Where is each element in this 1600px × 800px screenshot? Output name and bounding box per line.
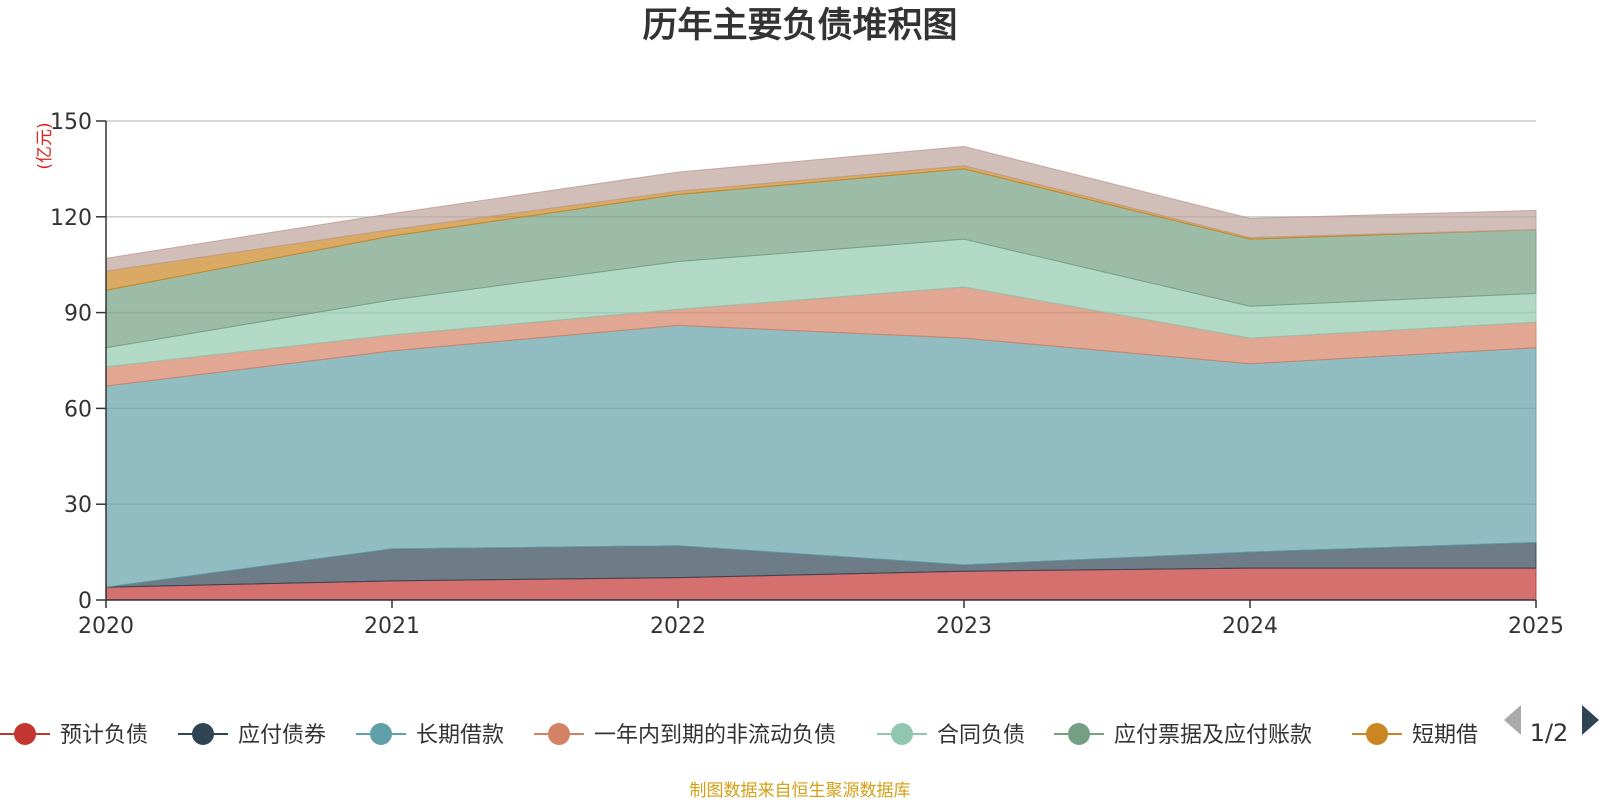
legend-item-label: 合同负债 — [937, 723, 1025, 748]
legend-item[interactable]: 应付债券 — [178, 723, 326, 748]
legend-item-marker — [1068, 723, 1090, 745]
legend-item-marker — [370, 723, 392, 745]
y-tick-label: 30 — [64, 493, 92, 518]
area-series — [105, 146, 1537, 272]
legend-page-indicator: 1/2 — [1530, 719, 1569, 747]
area-series — [105, 324, 1537, 588]
chart-title: 历年主要负债堆积图 — [642, 6, 957, 46]
legend-item-label: 预计负债 — [60, 723, 148, 748]
x-tick-label: 2025 — [1508, 614, 1564, 639]
legend-item-label: 应付票据及应付账款 — [1114, 723, 1312, 748]
x-axis-ticks: 2020 2021 2022 2023 2024 2025 — [78, 600, 1564, 639]
y-tick-label: 60 — [64, 397, 92, 422]
legend-prev-page-icon[interactable] — [1504, 705, 1521, 735]
y-tick-label: 150 — [50, 110, 92, 135]
legend-item[interactable]: 长期借款 — [356, 723, 504, 748]
x-tick-label: 2023 — [936, 614, 992, 639]
legend-item-label: 短期借 — [1412, 723, 1478, 748]
y-tick-label: 90 — [64, 302, 92, 327]
legend-item-label: 一年内到期的非流动负债 — [594, 723, 836, 748]
legend-item[interactable]: 预计负债 — [0, 723, 148, 748]
legend-item-marker — [192, 723, 214, 745]
legend-item-label: 长期借款 — [416, 723, 504, 748]
axes — [105, 121, 1536, 601]
y-axis-unit-label: (亿元) — [35, 122, 55, 169]
legend-item[interactable]: 合同负债 — [877, 723, 1025, 748]
legend-item[interactable]: 短期借 — [1352, 723, 1478, 748]
x-tick-label: 2020 — [78, 614, 134, 639]
data-source-note: 制图数据来自恒生聚源数据库 — [690, 781, 911, 800]
legend-item-marker — [14, 723, 36, 745]
legend: 预计负债 应付债券 长期借款 一年内到期的非流动负债 合同负债 应付票据及应付账款 短期借 — [0, 723, 1478, 748]
legend-item-marker — [891, 723, 913, 745]
legend-next-page-icon[interactable] — [1582, 705, 1599, 735]
y-tick-label: 120 — [50, 206, 92, 231]
area-series-group — [105, 146, 1537, 601]
x-tick-label: 2021 — [364, 614, 420, 639]
legend-item-marker — [1366, 723, 1388, 745]
legend-item-marker — [548, 723, 570, 745]
x-tick-label: 2022 — [650, 614, 706, 639]
y-axis-ticks: 0 30 60 90 120 150 — [50, 110, 106, 614]
legend-item[interactable]: 应付票据及应付账款 — [1054, 723, 1312, 748]
legend-item[interactable]: 一年内到期的非流动负债 — [534, 723, 836, 748]
legend-item-label: 应付债券 — [238, 723, 326, 748]
legend-pager: 1/2 — [1504, 705, 1599, 747]
x-tick-label: 2024 — [1222, 614, 1278, 639]
y-tick-label: 0 — [78, 589, 92, 614]
